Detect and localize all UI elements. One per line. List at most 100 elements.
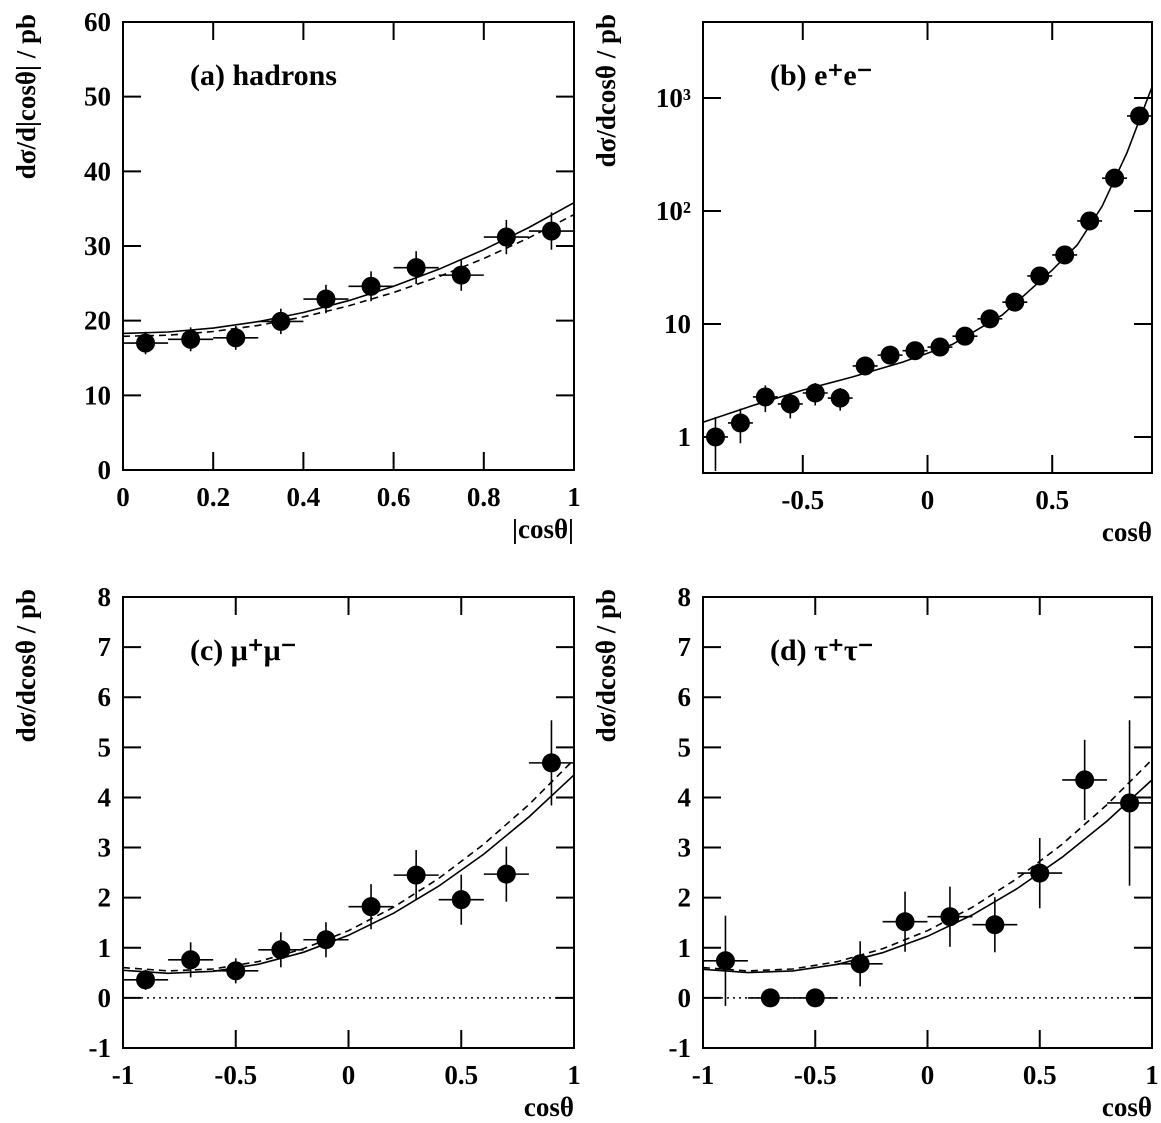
fit-curve-dashed [122, 213, 575, 338]
data-point [451, 265, 471, 285]
x-tick-label: -1 [112, 1060, 135, 1090]
data-point [1105, 168, 1125, 188]
data-point [406, 258, 426, 278]
y-tick-label: 7 [678, 632, 692, 662]
data-point [980, 309, 1000, 329]
plot-frame [702, 596, 1153, 1049]
x-tick-label: 0.6 [377, 482, 411, 512]
panel-label: (d) τ⁺τ⁻ [770, 634, 874, 667]
panel-label: (b) e⁺e⁻ [770, 59, 872, 92]
data-point [1120, 793, 1140, 813]
data-point [940, 907, 960, 927]
y-axis-title: dσ/dcosθ / pb [11, 589, 41, 742]
data-point [1055, 245, 1075, 265]
x-axis-title: |cosθ| [512, 514, 574, 544]
data-point [136, 970, 156, 990]
fit-curve [702, 779, 1153, 974]
plot-frame [702, 21, 1153, 474]
fit-curve [702, 86, 1153, 423]
y-tick-label: 50 [84, 82, 111, 112]
y-tick-label: 10³ [656, 83, 691, 113]
y-tick-label: 0 [98, 455, 112, 485]
y-tick-label: -1 [89, 1033, 112, 1063]
y-tick-label: 3 [678, 833, 692, 863]
y-tick-label: 10 [84, 380, 111, 410]
data-point [1075, 770, 1095, 790]
data-point [895, 912, 915, 932]
data-point [955, 326, 975, 346]
data-point [136, 333, 156, 353]
x-tick-label: 0 [116, 482, 130, 512]
data-point [1130, 106, 1150, 126]
y-tick-label: 10 [664, 309, 691, 339]
data-point [181, 329, 201, 349]
x-tick-label: -0.5 [794, 1060, 837, 1090]
x-axis-title: cosθ [1102, 1092, 1152, 1122]
y-tick-label: 10² [656, 196, 691, 226]
y-tick-label: 4 [98, 782, 112, 812]
data-point [880, 345, 900, 365]
data-point [316, 289, 336, 309]
y-tick-label: 60 [84, 7, 111, 37]
fit-curve [122, 774, 575, 975]
y-tick-label: -1 [669, 1033, 692, 1063]
y-tick-label: 6 [678, 682, 692, 712]
y-tick-label: 30 [84, 231, 111, 261]
y-tick-label: 8 [678, 582, 692, 612]
data-point [905, 341, 925, 361]
data-point [361, 276, 381, 296]
data-point [850, 954, 870, 974]
x-axis-title: cosθ [1102, 517, 1152, 547]
data-point [541, 753, 561, 773]
data-point [1005, 292, 1025, 312]
panel-label: (a) hadrons [190, 59, 337, 92]
y-axis-title: dσ/dcosθ / pb [591, 14, 621, 167]
x-tick-label: 0 [921, 485, 935, 515]
y-tick-label: 5 [678, 732, 692, 762]
data-point [830, 388, 850, 408]
data-point [985, 915, 1005, 935]
x-tick-label: 0.2 [196, 482, 230, 512]
data-point [930, 337, 950, 357]
y-tick-label: 0 [98, 983, 112, 1013]
y-tick-label: 0 [678, 983, 692, 1013]
x-tick-label: 0.5 [1023, 1060, 1057, 1090]
data-point [1080, 211, 1100, 231]
x-axis-title: cosθ [524, 1092, 574, 1122]
x-tick-label: 1 [567, 482, 581, 512]
y-tick-label: 5 [98, 732, 112, 762]
data-point [705, 427, 725, 447]
data-point [226, 961, 246, 981]
y-tick-label: 7 [98, 632, 112, 662]
x-tick-label: 0.5 [1035, 485, 1069, 515]
data-point [406, 865, 426, 885]
y-tick-label: 4 [678, 782, 692, 812]
data-point [755, 387, 775, 407]
x-tick-label: 0.5 [444, 1060, 478, 1090]
data-point [181, 950, 201, 970]
y-tick-label: 1 [98, 933, 112, 963]
x-tick-label: 0.8 [467, 482, 501, 512]
x-tick-label: 1 [567, 1060, 581, 1090]
y-tick-label: 8 [98, 582, 112, 612]
data-point [805, 383, 825, 403]
x-tick-label: 1 [1145, 1060, 1159, 1090]
data-point [361, 897, 381, 917]
y-tick-label: 1 [678, 422, 692, 452]
y-tick-label: 1 [678, 933, 692, 963]
y-tick-label: 20 [84, 306, 111, 336]
data-point [1030, 863, 1050, 883]
data-point [780, 394, 800, 414]
data-point [451, 890, 471, 910]
y-tick-label: 3 [98, 833, 112, 863]
data-point [226, 328, 246, 348]
y-tick-label: 6 [98, 682, 112, 712]
data-point [541, 221, 561, 241]
data-point [715, 951, 735, 971]
plot-frame [122, 596, 575, 1049]
data-point [496, 227, 516, 247]
data-point [855, 356, 875, 376]
y-tick-label: 2 [98, 883, 112, 913]
